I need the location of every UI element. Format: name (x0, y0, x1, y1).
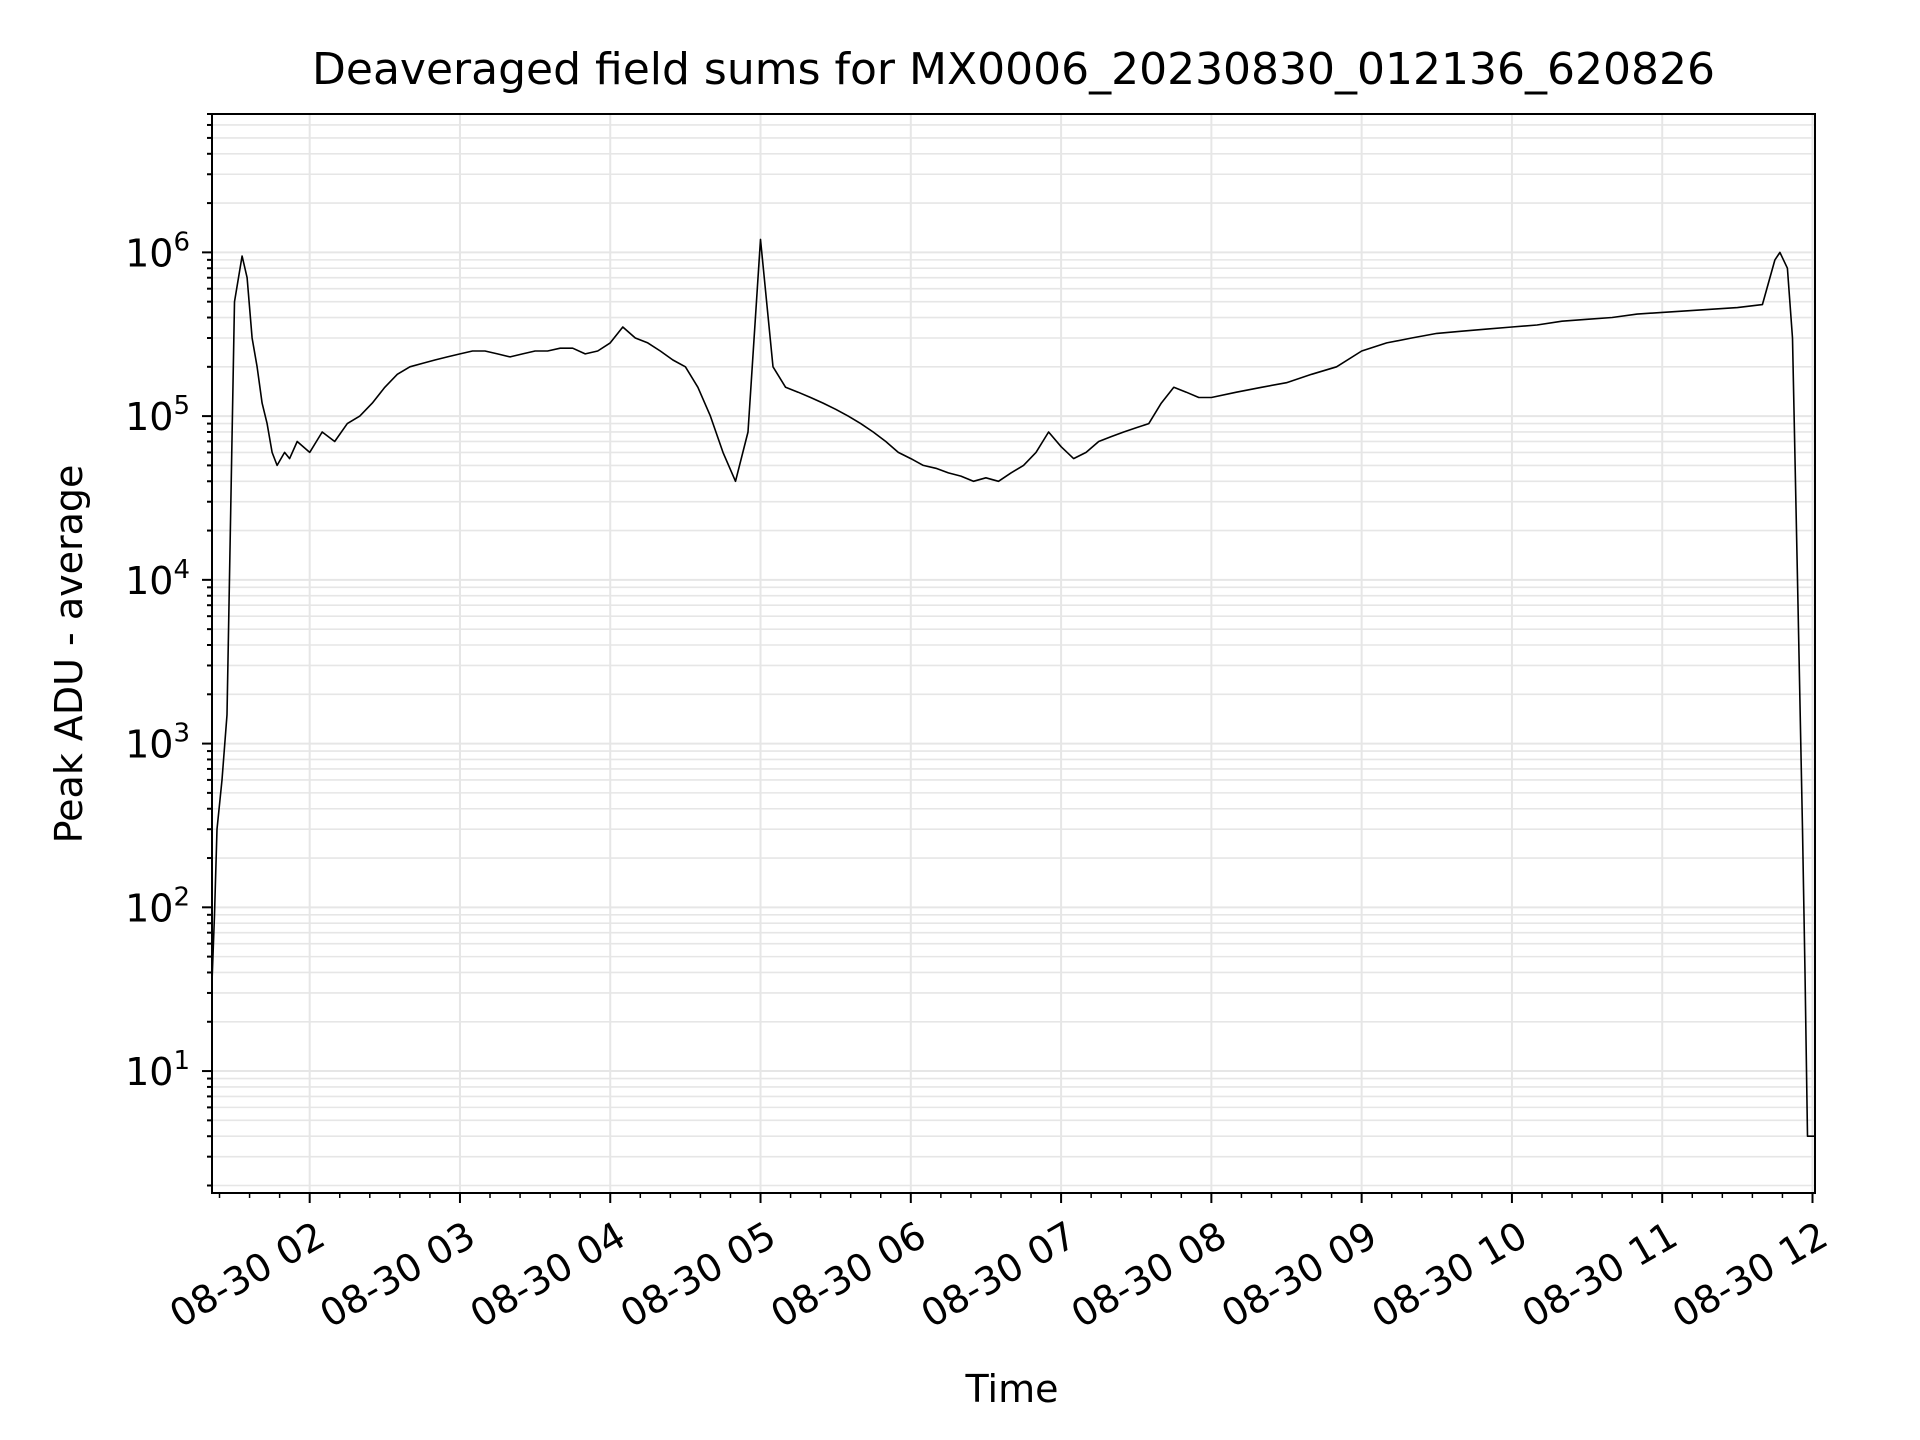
x-tick-label: 08-30 06 (763, 1213, 933, 1337)
series-line-0 (211, 238, 1815, 1137)
x-tick-label: 08-30 03 (312, 1213, 482, 1337)
minor-grid (212, 113, 1815, 1187)
y-tick-label: 103 (125, 719, 190, 767)
x-tick-label: 08-30 12 (1665, 1213, 1835, 1337)
y-tick-label: 105 (125, 391, 190, 439)
x-axis-label: Time (965, 1367, 1059, 1411)
x-tick-label: 08-30 08 (1064, 1213, 1234, 1337)
plot-frame (211, 113, 1816, 1194)
x-tick-label: 08-30 09 (1214, 1213, 1384, 1337)
x-tick-label: 08-30 11 (1515, 1213, 1685, 1337)
x-tick-label: 08-30 04 (463, 1213, 633, 1337)
major-grid (212, 114, 1815, 1193)
y-axis: 101 102 103 104 105 106 (125, 113, 212, 1187)
y-tick-label: 102 (125, 882, 190, 930)
y-tick-label: 104 (125, 555, 190, 603)
x-tick-label: 08-30 02 (162, 1213, 332, 1337)
series-layer (211, 238, 1815, 1137)
y-tick-label: 101 (125, 1046, 190, 1094)
y-tick-label: 106 (125, 227, 190, 275)
x-tick-label: 08-30 07 (914, 1213, 1084, 1337)
x-tick-label: 08-30 05 (613, 1213, 783, 1337)
y-axis-label: Peak ADU - average (47, 465, 91, 844)
x-tick-label: 08-30 10 (1364, 1213, 1534, 1337)
chart-title: Deaveraged field sums for MX0006_2023083… (312, 44, 1715, 95)
